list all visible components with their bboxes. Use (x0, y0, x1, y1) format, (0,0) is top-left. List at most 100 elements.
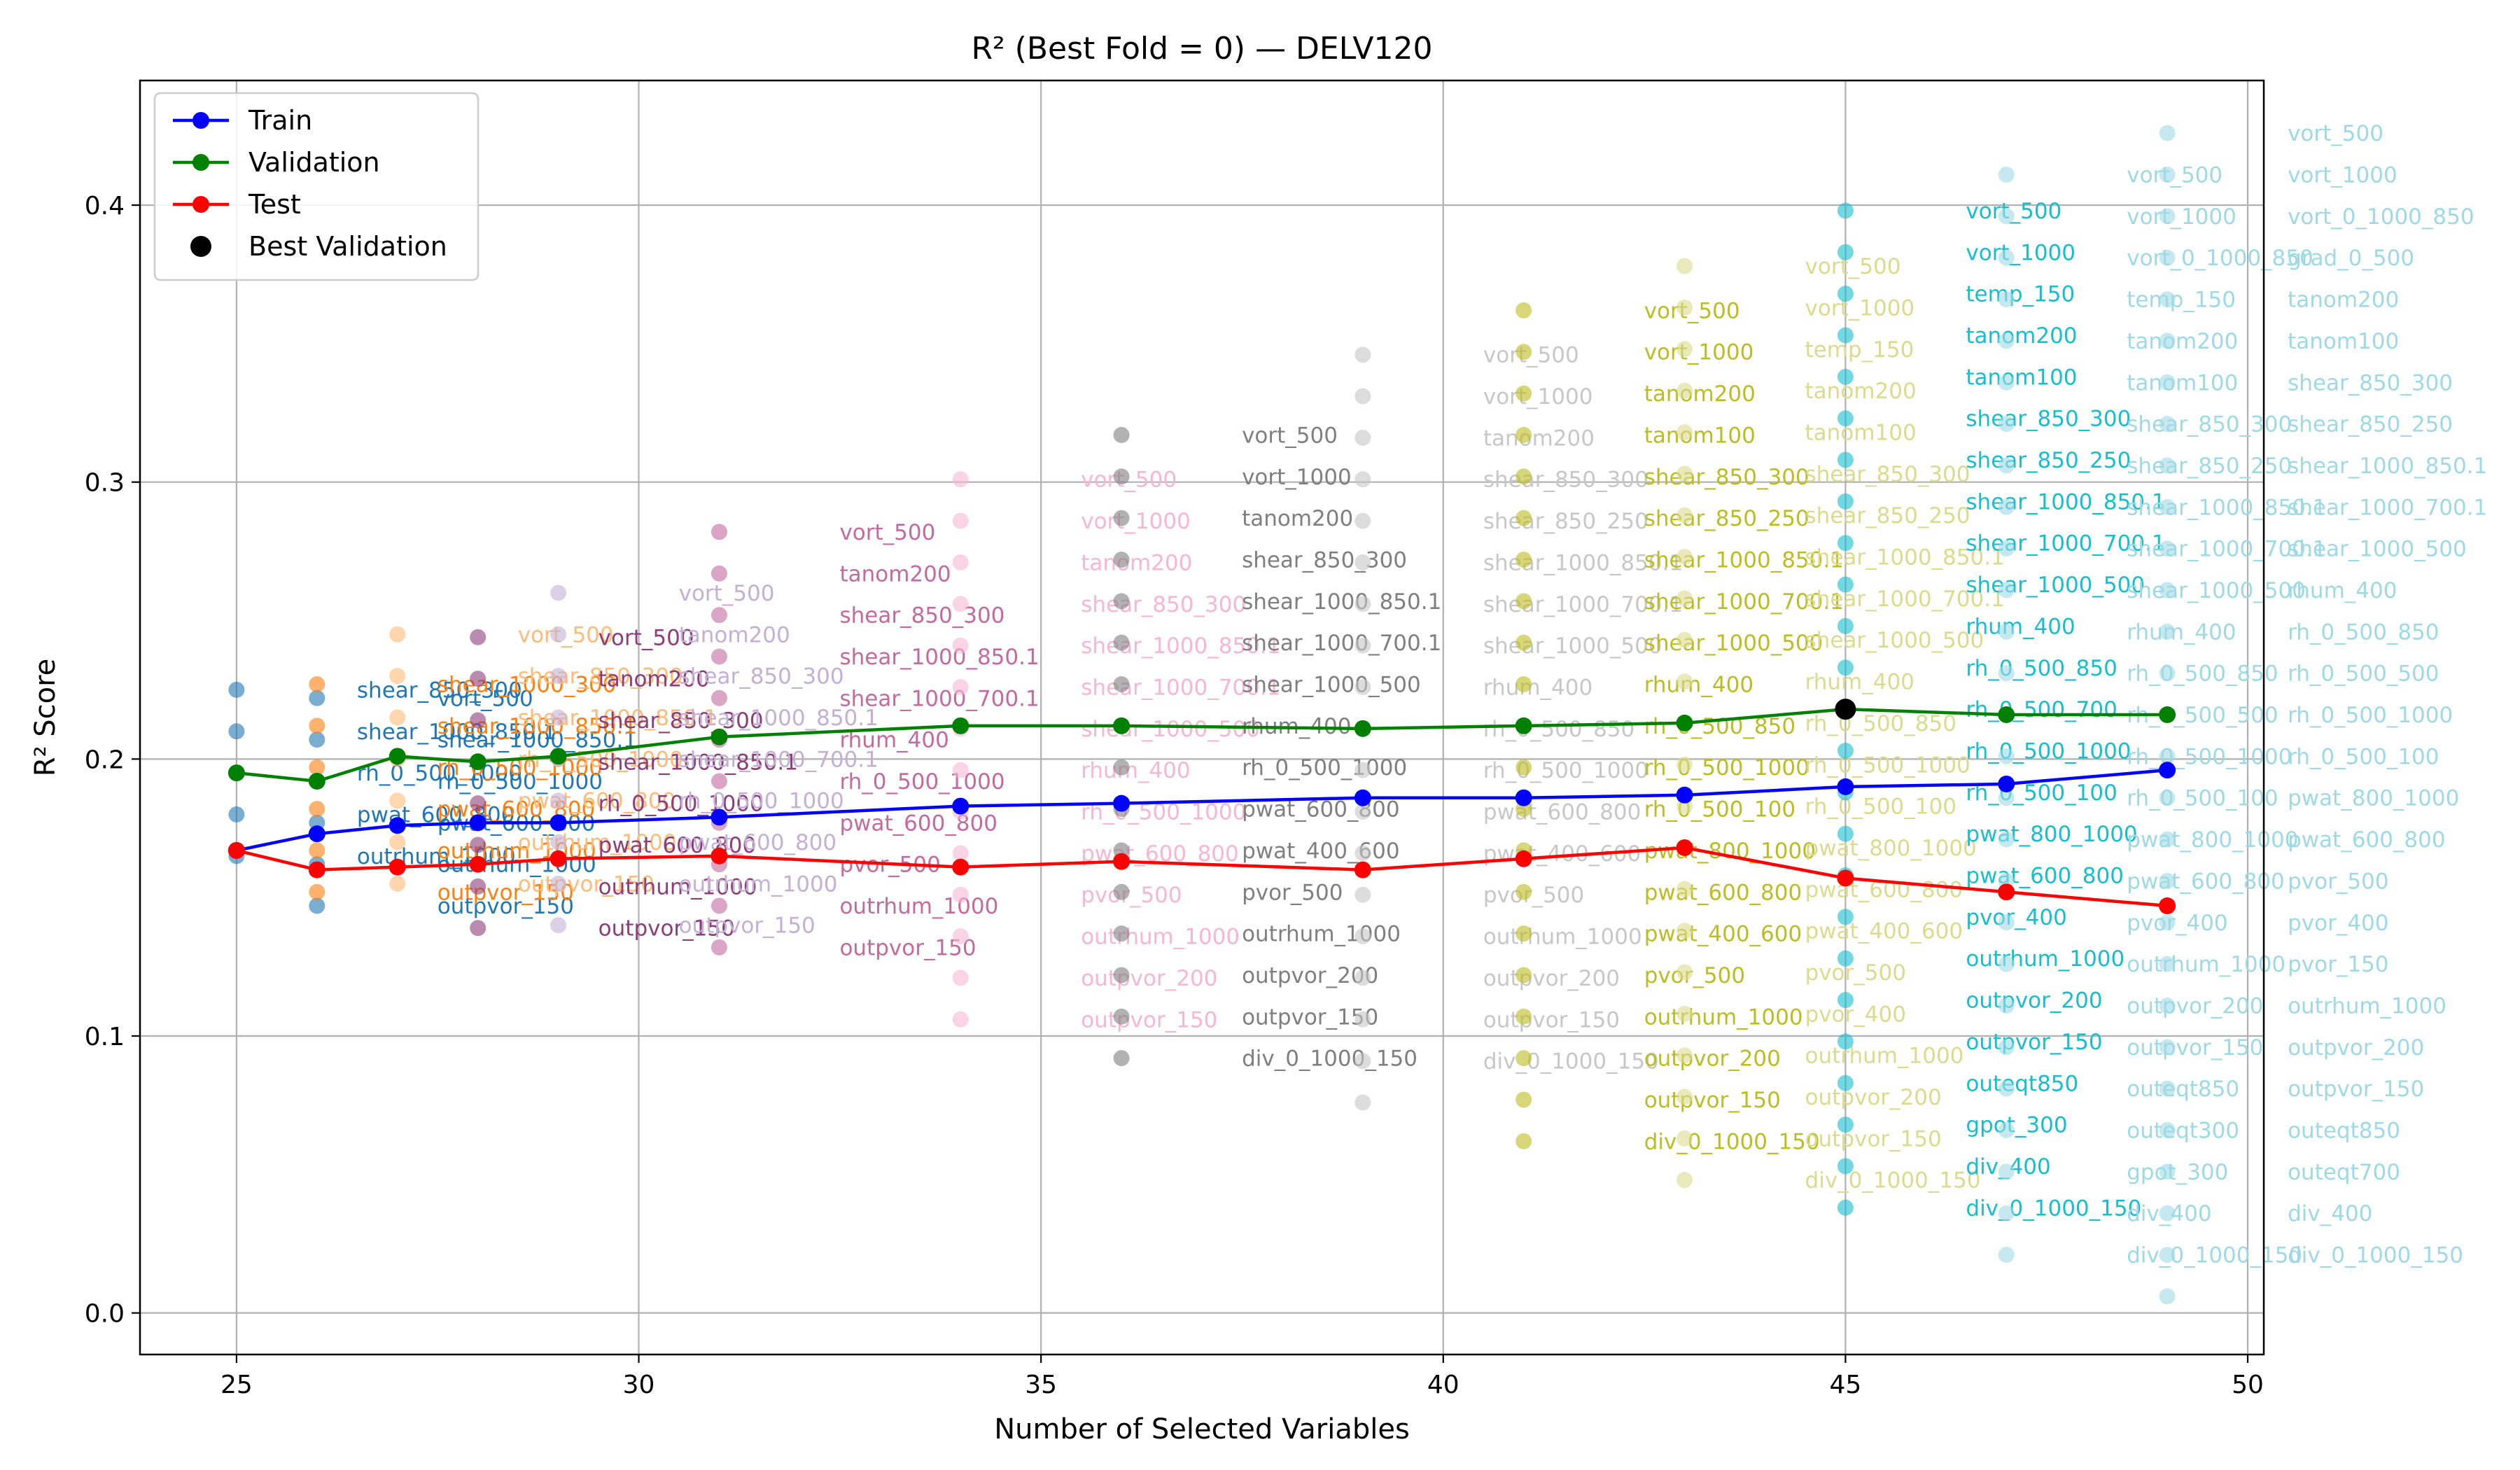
variable-point (1998, 623, 2015, 640)
variable-label: shear_850_300 (1805, 462, 1970, 487)
variable-label: outrhum_1000 (1242, 922, 1401, 947)
variable-point (309, 690, 326, 706)
y-axis-label: R² Score (29, 659, 62, 777)
variable-point (1516, 676, 1532, 693)
variable-label: shear_850_300 (679, 664, 844, 690)
variable-label: rh_0_500_850 (2288, 620, 2439, 645)
variable-point (1354, 637, 1371, 654)
variable-point (1113, 510, 1130, 526)
variable-point (1837, 617, 1854, 634)
variable-label: outrhum_1000 (1644, 1004, 1803, 1030)
grid-lines (140, 80, 2264, 1354)
variable-label: rhum_400 (1805, 670, 1914, 695)
variable-point (2159, 997, 2176, 1014)
variable-point (2159, 125, 2176, 141)
variable-column: vort_500 vort_1000 temp_150 tanom200 tanom10… (1837, 199, 2166, 1221)
variable-point (1516, 759, 1532, 776)
variable-point (1354, 928, 1371, 945)
variable-point (1516, 967, 1532, 983)
variable-label: shear_850_250 (1966, 448, 2131, 473)
variable-point (2159, 623, 2176, 640)
series-line (236, 846, 2168, 908)
variable-point (550, 917, 567, 934)
variable-point (2159, 665, 2176, 682)
variable-label: pwat_400_600 (1483, 841, 1642, 867)
variable-label: tanom100 (1966, 365, 2077, 390)
variable-label: pvor_400 (2288, 911, 2388, 936)
variable-point (1998, 997, 2015, 1014)
variable-point (2159, 1288, 2176, 1305)
variable-point (1354, 762, 1371, 778)
variable-label: outpvor_200 (1805, 1085, 1942, 1110)
variable-label: vort_500 (1081, 468, 1177, 493)
series-point (1998, 706, 2015, 724)
variable-point (1354, 388, 1371, 405)
series-point (952, 797, 969, 815)
variable-point (1354, 596, 1371, 612)
variable-column: vort_500 vort_1000 tanom200 tanom100 shear_8… (1516, 298, 1844, 1154)
variable-label: vort_500 (598, 625, 694, 650)
legend-label: Test (248, 189, 301, 220)
variable-point (1113, 593, 1130, 610)
variable-label: outrhum_1000 (839, 894, 998, 919)
variable-label: vort_1000 (1805, 295, 1915, 321)
plot-frame (139, 79, 2265, 1356)
variable-label: rh_0_500_1000 (357, 761, 522, 786)
variable-point (1837, 410, 1854, 427)
variable-label: shear_1000_850.1 (679, 706, 878, 731)
chart-title: R² (Best Fold = 0) — DELV120 (971, 31, 1432, 66)
variable-label: shear_850_250 (1644, 506, 1809, 531)
variable-point (1354, 346, 1371, 363)
variable-label: shear_850_250 (1483, 509, 1648, 534)
variable-column: shear_1000_300 shear_1000_850.1 rh_0_500_1… (309, 673, 637, 905)
variable-point (550, 584, 567, 601)
variable-label: tanom100 (1644, 423, 1756, 448)
x-tick-label: 50 (2232, 1371, 2264, 1399)
variable-label: rh_0_500_1000 (598, 792, 764, 817)
variable-label: shear_1000_500 (2127, 578, 2306, 603)
variable-point (2159, 1039, 2176, 1056)
variable-label: rhum_400 (1644, 673, 1754, 698)
variable-point (1516, 925, 1532, 942)
series-point (1998, 775, 2015, 792)
variable-point (1998, 249, 2015, 266)
variable-point (1354, 512, 1371, 529)
variable-label: rhum_400 (1081, 758, 1190, 783)
variable-label: vort_500 (2288, 121, 2384, 146)
variable-point (470, 671, 486, 687)
variable-point (1676, 258, 1693, 274)
variable-label: tanom100 (2127, 370, 2238, 396)
variable-label: pvor_500 (1483, 883, 1584, 908)
variable-label: rh_0_500_850 (1483, 717, 1634, 742)
series-point (1354, 861, 1371, 878)
x-tick-label: 25 (220, 1371, 253, 1399)
variable-label: temp_150 (1805, 337, 1914, 363)
legend-item: Validation (173, 147, 380, 178)
variable-point (1837, 1158, 1854, 1175)
variable-label: outpvor_150 (1644, 1088, 1781, 1113)
variable-point (1998, 1163, 2015, 1180)
variable-label: shear_1000_700.1 (2288, 495, 2487, 520)
series-point (952, 858, 969, 876)
variable-point (1837, 576, 1854, 593)
series-point (1998, 883, 2015, 901)
variable-label: vort_500 (679, 581, 775, 606)
variable-label: vort_500 (1966, 199, 2062, 224)
variable-label: pwat_400_600 (1805, 919, 1963, 944)
variable-point (1837, 742, 1854, 759)
series-point (388, 817, 406, 834)
variable-label: div_0_1000_150 (1483, 1049, 1659, 1074)
variable-point (1354, 845, 1371, 862)
variable-label: shear_1000_300 (438, 673, 617, 698)
variable-point (470, 712, 486, 729)
variable-label: outrhum_1000 (518, 830, 677, 855)
series-point (952, 717, 969, 734)
y-tick-label: 0.2 (85, 746, 125, 774)
variable-label: tanom100 (2288, 329, 2399, 354)
legend-box (153, 92, 479, 281)
series-point (308, 773, 326, 790)
variable-label: pwat_600_800 (1966, 864, 2124, 889)
variable-point (1837, 1116, 1854, 1133)
variable-label: tanom200 (1644, 382, 1756, 407)
legend-marker (190, 236, 211, 257)
